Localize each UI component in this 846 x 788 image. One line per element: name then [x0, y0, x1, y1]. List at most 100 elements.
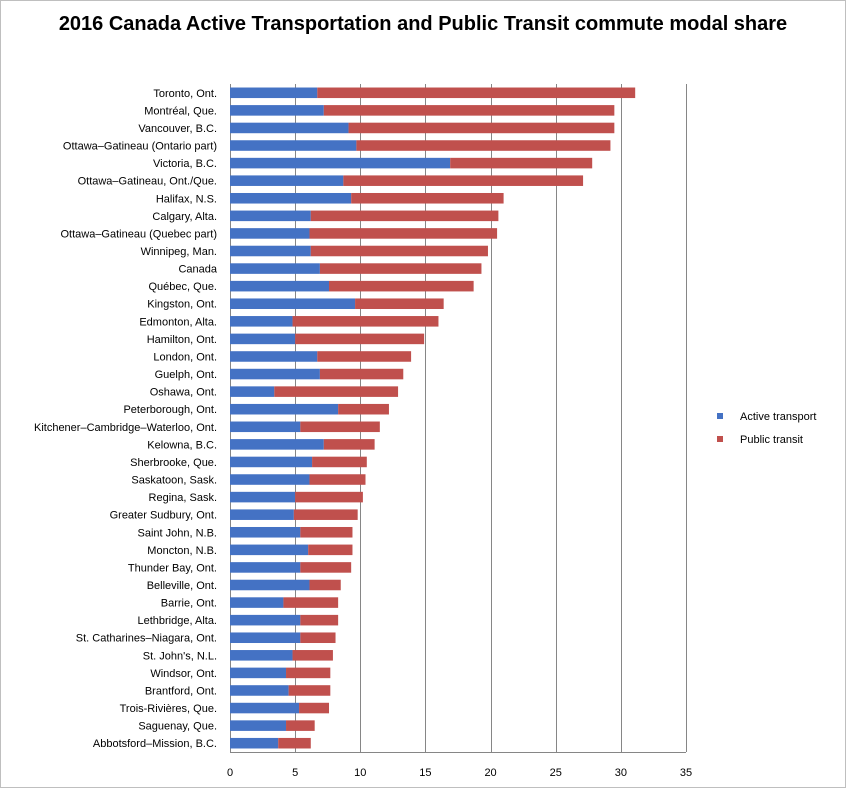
bar-public-transit [278, 737, 311, 749]
bar-active-transport [230, 333, 296, 345]
bar-active-transport [230, 175, 344, 186]
category-label: Belleville, Ont. [147, 580, 217, 592]
category-label: Lethbridge, Alta. [137, 615, 217, 627]
category-label: Hamilton, Ont. [147, 334, 217, 346]
bar-active-transport [230, 544, 309, 556]
bar-public-transit [295, 491, 363, 503]
bar-public-transit [329, 280, 474, 292]
category-label: Greater Sudbury, Ont. [110, 510, 217, 522]
bar-active-transport [230, 263, 320, 274]
category-label: Kelowna, B.C. [147, 439, 217, 451]
bar-active-transport [230, 228, 310, 239]
bar-public-transit [308, 544, 353, 556]
category-labels: Toronto, Ont. Montréal, Que. Vancouver, B.… [34, 88, 218, 750]
category-label: Peterborough, Ont. [123, 404, 217, 416]
category-label: Montréal, Que. [144, 105, 217, 117]
bar-active-transport [230, 491, 296, 503]
bar-active-transport [230, 192, 352, 204]
category-label: Halifax, N.S. [156, 193, 217, 205]
bar-public-transit [295, 333, 425, 345]
bar-public-transit [343, 175, 584, 186]
bar-active-transport [230, 614, 301, 626]
bar-active-transport [230, 421, 301, 433]
bar-active-transport [230, 140, 357, 151]
category-label: Saguenay, Que. [138, 721, 217, 733]
x-tick-label: 35 [680, 767, 692, 779]
bar-active-transport [230, 368, 320, 380]
bar-public-transit [300, 526, 353, 538]
bar-active-transport [230, 526, 301, 538]
category-label: Trois-Rivières, Que. [120, 703, 217, 715]
bar-public-transit [319, 263, 482, 274]
category-label: Calgary, Alta. [152, 211, 217, 223]
category-label: Edmonton, Alta. [139, 316, 217, 328]
category-label: Thunder Bay, Ont. [128, 562, 217, 574]
bar-public-transit [310, 245, 488, 257]
legend-label: Public transit [740, 434, 803, 446]
x-tick-label: 10 [354, 767, 366, 779]
bar-public-transit [356, 140, 611, 151]
legend-label: Active transport [740, 411, 816, 423]
bar-public-transit [309, 474, 366, 485]
bar-public-transit [309, 579, 341, 591]
category-label: Windsor, Ont. [150, 668, 217, 680]
category-label: London, Ont. [153, 351, 217, 363]
category-label: Toronto, Ont. [153, 88, 217, 100]
bar-public-transit [300, 614, 339, 626]
bar-public-transit [300, 421, 380, 433]
x-tick-label: 25 [550, 767, 562, 779]
category-label: Ottawa–Gatineau (Ontario part) [63, 141, 217, 153]
category-label: Regina, Sask. [149, 492, 217, 504]
bar-public-transit [323, 105, 615, 116]
bar-public-transit [450, 157, 593, 169]
legend-swatch [717, 436, 723, 442]
category-label: Kitchener–Cambridge–Waterloo, Ont. [34, 422, 217, 434]
category-label: St. John's, N.L. [143, 650, 217, 662]
bar-public-transit [319, 368, 404, 380]
bar-active-transport [230, 298, 356, 310]
category-label: Winnipeg, Man. [141, 246, 217, 258]
bar-active-transport [230, 720, 287, 731]
bar-active-transport [230, 685, 289, 696]
category-label: Kingston, Ont. [147, 299, 217, 311]
category-label: Moncton, N.B. [147, 545, 217, 557]
bar-active-transport [230, 474, 310, 485]
bar-active-transport [230, 737, 279, 749]
bar-public-transit [274, 386, 399, 397]
category-label: Saint John, N.B. [138, 527, 218, 539]
category-label: Canada [178, 264, 217, 276]
bar-public-transit [338, 403, 389, 415]
bar-active-transport [230, 386, 275, 397]
bar-active-transport [230, 562, 301, 573]
bar-public-transit [292, 316, 439, 327]
bar-active-transport [230, 650, 293, 661]
bar-active-transport [230, 403, 339, 415]
bar-active-transport [230, 597, 284, 608]
category-label: Oshawa, Ont. [150, 387, 217, 399]
bar-active-transport [230, 579, 310, 591]
bar-active-transport [230, 245, 311, 257]
x-tick-label: 0 [227, 767, 233, 779]
bar-active-transport [230, 456, 313, 468]
bar-active-transport [230, 105, 324, 116]
bar-public-transit [317, 351, 412, 362]
bar-active-transport [230, 351, 318, 362]
bar-active-transport [230, 316, 293, 327]
bar-public-transit [323, 439, 375, 450]
category-label: Vancouver, B.C. [138, 123, 217, 135]
bar-public-transit [300, 562, 352, 573]
x-tick-labels: 0 5 10 15 20 25 30 35 [227, 767, 692, 779]
bar-active-transport [230, 157, 451, 169]
bar-public-transit [283, 597, 339, 608]
category-label: Guelph, Ont. [155, 369, 217, 381]
bar-public-transit [351, 192, 504, 204]
category-label: Sherbrooke, Que. [130, 457, 217, 469]
category-label: Victoria, B.C. [153, 158, 217, 170]
x-tick-label: 15 [419, 767, 431, 779]
bar-public-transit [292, 650, 333, 661]
bar-public-transit [300, 632, 336, 644]
bar-public-transit [355, 298, 444, 310]
x-tick-label: 5 [292, 767, 298, 779]
bar-active-transport [230, 632, 301, 644]
